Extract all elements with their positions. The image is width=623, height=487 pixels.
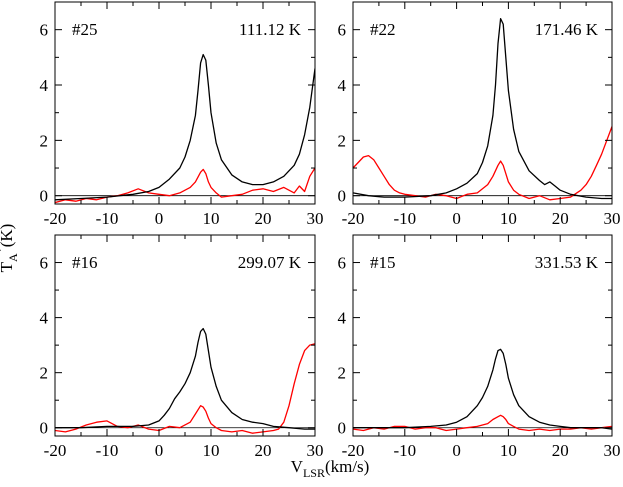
x-tick-label: 20 bbox=[255, 209, 272, 228]
y-tick-label: 6 bbox=[338, 254, 347, 273]
y-tick-label: 0 bbox=[40, 419, 49, 438]
y-tick-label: 6 bbox=[338, 21, 347, 40]
y-tick-label: 2 bbox=[338, 131, 347, 150]
x-tick-label: 0 bbox=[452, 209, 461, 228]
x-tick-label: 20 bbox=[255, 441, 272, 460]
y-tick-label: 4 bbox=[40, 76, 49, 95]
x-axis-title-sub: LSR bbox=[303, 466, 325, 480]
x-tick-label: 20 bbox=[552, 441, 569, 460]
series-black bbox=[55, 53, 315, 201]
x-tick-label: -20 bbox=[342, 441, 365, 460]
x-axis-title: VLSR(km/s) bbox=[291, 457, 370, 480]
series-red bbox=[55, 343, 315, 434]
series-black bbox=[55, 327, 315, 430]
y-tick-label: 0 bbox=[338, 187, 347, 206]
panel-id-label: #15 bbox=[370, 253, 396, 272]
panel: -20 -10 0 10 20 30 0 2 4 6 #16 299.07 K bbox=[40, 234, 324, 460]
series-black bbox=[353, 348, 612, 430]
x-tick-label: -10 bbox=[96, 209, 119, 228]
panel-id-label: #16 bbox=[72, 253, 98, 272]
x-tick-label: -20 bbox=[44, 209, 67, 228]
x-tick-label: 0 bbox=[452, 441, 461, 460]
y-axis-title-sup: * bbox=[0, 247, 7, 253]
x-tick-label: -10 bbox=[96, 441, 119, 460]
y-tick-label: 4 bbox=[40, 309, 49, 328]
y-axis-title-unit: (K) bbox=[0, 224, 16, 248]
y-tick-label: 0 bbox=[40, 187, 49, 206]
panel-temperature-label: 331.53 K bbox=[535, 253, 599, 272]
x-axis-title-unit: (km/s) bbox=[325, 457, 369, 476]
y-tick-label: 2 bbox=[40, 131, 49, 150]
x-tick-label: 30 bbox=[307, 209, 324, 228]
panel: -20 -10 0 10 20 30 0 2 4 6 #15 331.53 K bbox=[338, 234, 621, 460]
series-black bbox=[353, 17, 612, 200]
x-tick-label: 30 bbox=[307, 441, 324, 460]
y-tick-label: 2 bbox=[40, 364, 49, 383]
panel-id-label: #22 bbox=[370, 20, 396, 39]
y-tick-label: 2 bbox=[338, 364, 347, 383]
y-tick-label: 4 bbox=[338, 309, 347, 328]
x-tick-label: 0 bbox=[155, 441, 164, 460]
x-tick-label: 0 bbox=[155, 209, 164, 228]
panel-temperature-label: 299.07 K bbox=[238, 253, 302, 272]
x-tick-label: -20 bbox=[342, 209, 365, 228]
y-axis-title-main: T bbox=[0, 261, 16, 272]
y-tick-label: 4 bbox=[338, 76, 347, 95]
series-red bbox=[353, 126, 612, 201]
panel-temperature-label: 171.46 K bbox=[535, 20, 599, 39]
x-tick-label: 10 bbox=[203, 441, 220, 460]
panel-id-label: #25 bbox=[72, 20, 98, 39]
x-tick-label: 10 bbox=[500, 209, 517, 228]
x-tick-label: 10 bbox=[203, 209, 220, 228]
panel: -20 -10 0 10 20 30 0 2 4 6 #22 171.46 K bbox=[338, 1, 621, 228]
x-tick-label: 30 bbox=[604, 209, 621, 228]
y-axis-title-sub: A bbox=[6, 253, 20, 262]
y-tick-label: 0 bbox=[338, 419, 347, 438]
x-axis-title-main: V bbox=[291, 457, 304, 476]
x-tick-label: -10 bbox=[393, 209, 416, 228]
x-tick-label: 30 bbox=[604, 441, 621, 460]
x-tick-label: 10 bbox=[500, 441, 517, 460]
y-tick-label: 6 bbox=[40, 21, 49, 40]
y-tick-label: 6 bbox=[40, 254, 49, 273]
panel: -20 -10 0 10 20 30 0 2 4 6 #25 111.12 K bbox=[40, 1, 324, 228]
x-tick-label: -10 bbox=[393, 441, 416, 460]
y-axis-title: TA*(K) bbox=[0, 224, 20, 273]
x-tick-label: 20 bbox=[552, 209, 569, 228]
x-tick-label: -20 bbox=[44, 441, 67, 460]
panel-temperature-label: 111.12 K bbox=[239, 20, 302, 39]
